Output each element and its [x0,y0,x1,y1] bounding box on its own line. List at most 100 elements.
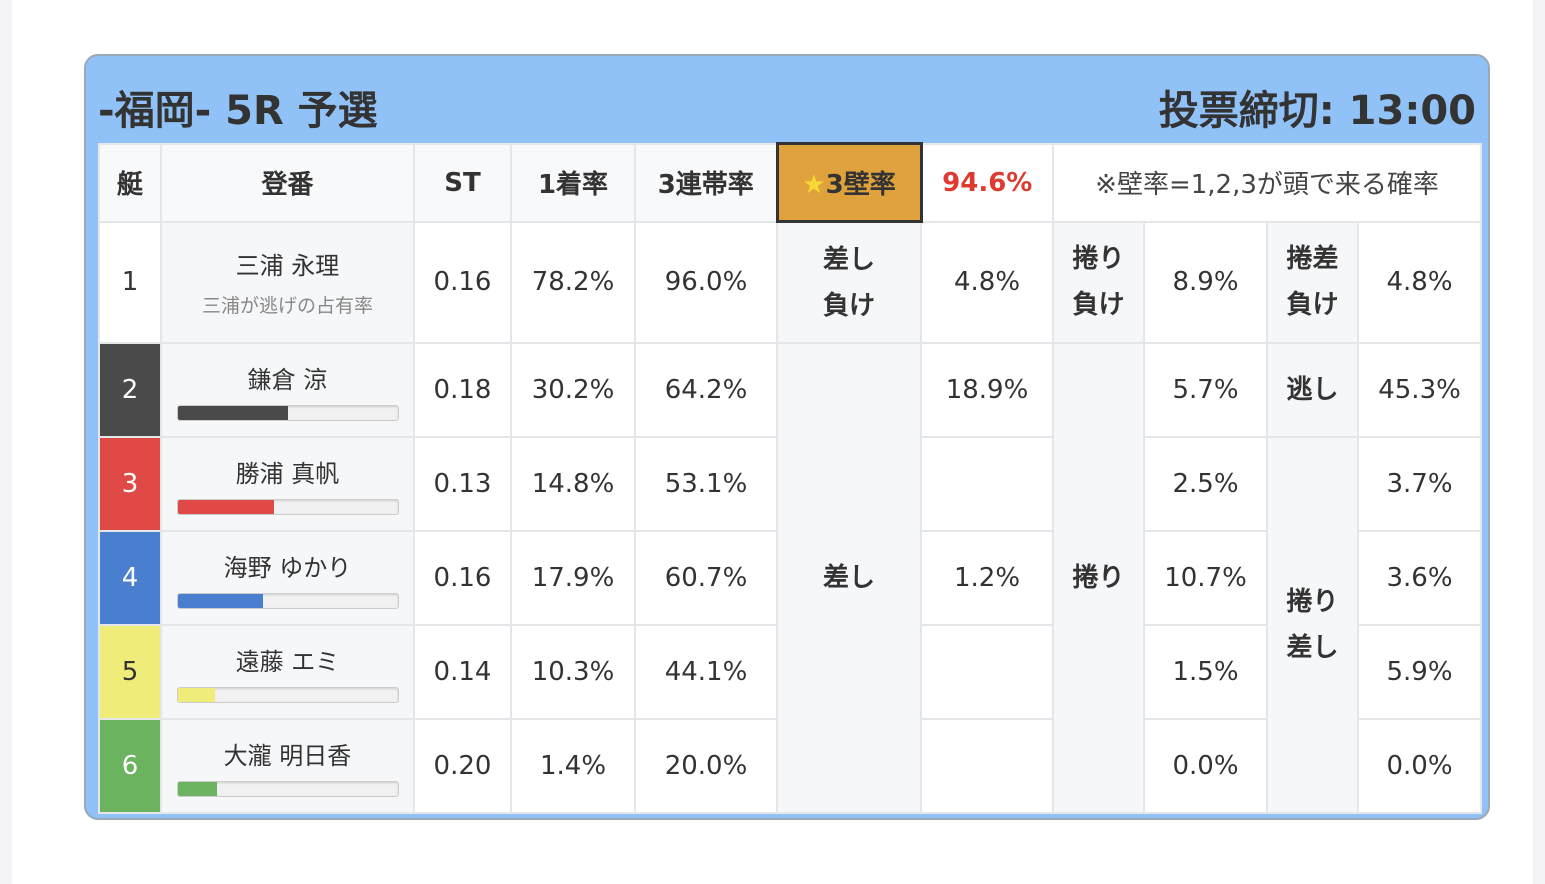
makuri-value: 1.5% [1143,624,1268,720]
first-rate: 14.8% [510,436,636,532]
label-line: 捲り [1072,244,1125,275]
label-line: 負け [822,290,875,321]
table-row: 6 大瀧 明日香 0.20 1.4% 20.0% 0.0% 0.0% [98,718,1483,814]
label-line: 捲り [1286,587,1339,617]
racer-name: 大瀧 明日香 [223,741,352,770]
label-sashi-make: 差し 負け [776,220,922,344]
boat-number: 3 [98,436,162,532]
racer-name: 三浦 永理 [235,252,340,281]
top3-rate: 53.1% [634,436,778,532]
st: 0.18 [413,342,512,438]
st: 0.16 [413,220,512,344]
racer-cell: 遠藤 エミ [160,624,415,720]
col-top3: 3連帯率 [634,142,778,223]
label-line: 捲差 [1286,244,1339,275]
first-rate: 17.9% [510,530,636,626]
col-first: 1着率 [510,142,636,223]
racer-cell: 鎌倉 涼 [160,342,415,438]
racer-name: 遠藤 エミ [235,647,340,676]
makuri-value: 5.7% [1143,342,1268,438]
value: 8.9% [1143,220,1268,344]
racer-name: 鎌倉 涼 [247,365,328,394]
st: 0.13 [413,436,512,532]
sashi-value: 1.2% [920,530,1054,626]
sashi-value: 18.9% [920,342,1054,438]
racer-cell: 大瀧 明日香 [160,718,415,814]
top3-rate: 96.0% [634,220,778,344]
page: -福岡- 5R 予選 投票締切: 13:00 艇 登番 ST 1着率 3連帯率 … [12,0,1533,884]
progress-bar [176,780,399,797]
label-nige: 逃し [1266,342,1359,438]
boat-number: 2 [98,342,162,438]
st: 0.16 [413,530,512,626]
makuri-value: 2.5% [1143,436,1268,532]
racer-sub: 三浦が逃げの占有率 [201,295,373,318]
progress-fill [177,405,288,420]
last-value: 5.9% [1356,624,1483,720]
value: 4.8% [1356,220,1483,344]
boat-number: 1 [98,220,162,344]
wall-label: ★3壁率 [775,142,923,223]
first-rate: 30.2% [510,342,636,438]
table-row: 2 鎌倉 涼 0.18 30.2% 64.2% 差し 18.9% 捲り 5.7% 逃し 45… [98,342,1483,814]
label-makurisashi-make: 捲差 負け [1266,220,1359,344]
racer-name: 海野 ゆかり [223,553,352,582]
sashi-value [920,624,1054,720]
wall-label-text: 3壁率 [825,170,896,200]
last-value: 0.0% [1356,718,1483,814]
value: 4.8% [920,220,1054,344]
st: 0.20 [413,718,512,814]
col-name: 登番 [160,142,415,223]
progress-bar [176,686,399,703]
top3-rate: 44.1% [634,624,778,720]
progress-fill [177,687,215,702]
progress-bar [176,498,399,515]
last-value: 45.3% [1356,342,1483,438]
first-rate: 78.2% [510,220,636,344]
last-value: 3.7% [1356,436,1483,532]
first-rate: 10.3% [510,624,636,720]
wall-note: ※壁率=1,2,3が頭で来る確率 [1051,142,1483,223]
col-boat: 艇 [98,142,162,223]
table-row: 3 勝浦 真帆 0.13 14.8% 53.1% 2.5% 捲り 差し 3.7% [98,436,1483,814]
deadline: 投票締切: 13:00 [1158,88,1476,134]
col-st: ST [413,142,512,223]
label-sashi: 差し [776,342,922,814]
boat-number: 6 [98,718,162,814]
top3-rate: 20.0% [634,718,778,814]
table-row: 1 三浦 永理 三浦が逃げの占有率 0.16 78.2% 96.0% 差し 負け … [98,220,1483,344]
label-makuri-make: 捲り 負け [1052,220,1145,344]
st: 0.14 [413,624,512,720]
label-line: 差し [1286,633,1339,663]
race-table: 艇 登番 ST 1着率 3連帯率 ★3壁率 94.6% ※壁率=1,2,3が頭で… [98,142,1483,814]
table-row: 4 海野 ゆかり 0.16 17.9% 60.7% 1.2% 10.7% 3.6% [98,530,1483,626]
header-row: 艇 登番 ST 1着率 3連帯率 ★3壁率 94.6% ※壁率=1,2,3が頭で… [98,142,1483,223]
racer-cell: 三浦 永理 三浦が逃げの占有率 [160,220,415,344]
top3-rate: 64.2% [634,342,778,438]
wall-value: 94.6% [920,142,1054,223]
label-line: 負け [1072,290,1125,321]
racer-cell: 海野 ゆかり [160,530,415,626]
label-line: 差し [822,244,875,275]
makuri-value: 10.7% [1143,530,1268,626]
label-makurisashi: 捲り 差し [1266,436,1359,814]
progress-bar [176,592,399,609]
first-rate: 1.4% [510,718,636,814]
makuri-value: 0.0% [1143,718,1268,814]
boat-number: 5 [98,624,162,720]
sashi-value [920,718,1054,814]
racer-name: 勝浦 真帆 [235,459,340,488]
table-row: 5 遠藤 エミ 0.14 10.3% 44.1% 1.5% 5.9% [98,624,1483,720]
progress-fill [177,499,275,514]
star-icon: ★ [802,170,826,200]
race-card: -福岡- 5R 予選 投票締切: 13:00 艇 登番 ST 1着率 3連帯率 … [84,54,1490,820]
progress-fill [177,781,218,796]
label-line: 負け [1286,290,1339,321]
label-makuri: 捲り [1052,342,1145,814]
sashi-value [920,436,1054,532]
progress-fill [177,593,264,608]
top3-rate: 60.7% [634,530,778,626]
boat-number: 4 [98,530,162,626]
racer-cell: 勝浦 真帆 [160,436,415,532]
race-title: -福岡- 5R 予選 [98,88,378,134]
